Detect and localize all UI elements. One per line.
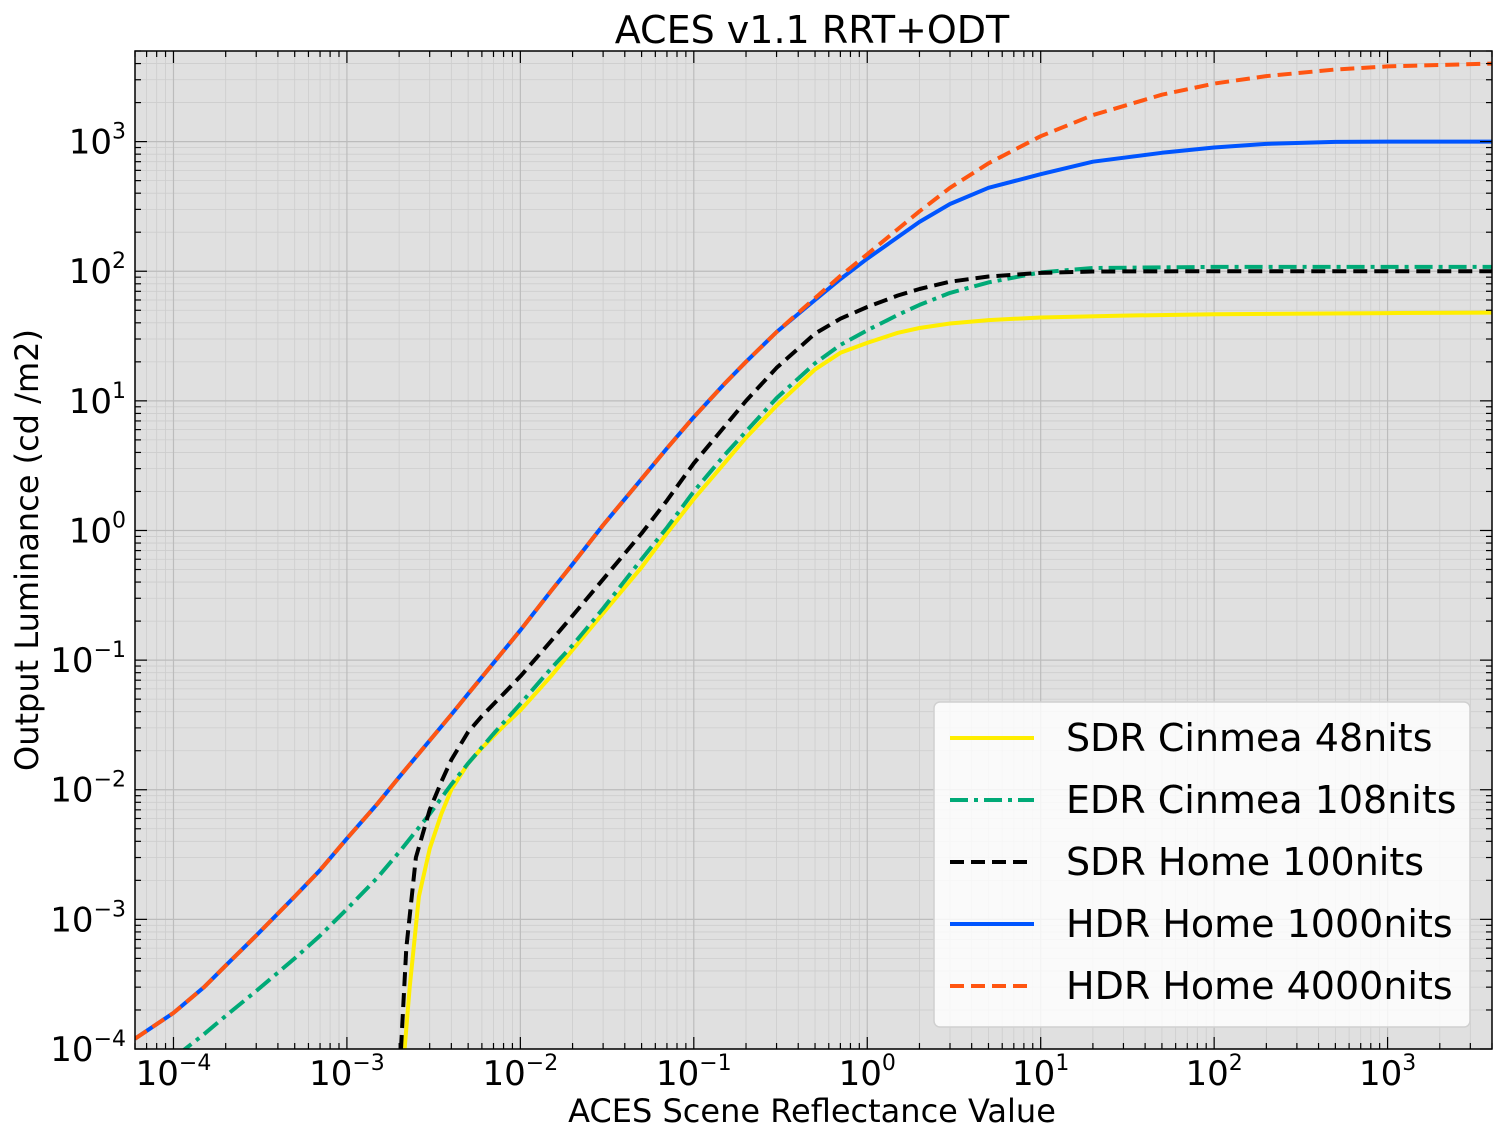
legend-label: SDR Cinmea 48nits <box>1066 716 1433 760</box>
chart-title: ACES v1.1 RRT+ODT <box>615 8 1010 52</box>
legend-label: HDR Home 1000nits <box>1066 902 1453 946</box>
legend-label: EDR Cinmea 108nits <box>1066 778 1457 822</box>
x-tick-label: 10−4 <box>136 1051 212 1094</box>
y-tick-label: 101 <box>69 379 126 422</box>
legend-box <box>933 701 1471 1028</box>
legend-label: SDR Home 100nits <box>1066 840 1424 884</box>
minor-grid <box>134 50 1493 1049</box>
x-tick-label: 101 <box>1012 1051 1069 1094</box>
x-tick-labels: 10−4 10−3 10−2 10−1 100 101 102 103 <box>136 1051 1417 1094</box>
y-tick-label: 103 <box>69 120 126 163</box>
series-layer <box>135 61 1492 1049</box>
x-tick-label: 102 <box>1186 1051 1243 1094</box>
series-line-3 <box>399 269 1492 1049</box>
x-axis-label: ACES Scene Reflectance Value <box>568 1092 1056 1130</box>
y-tick-label: 10−2 <box>50 768 126 811</box>
x-tick-label: 103 <box>1359 1051 1416 1094</box>
y-tick-label: 10−1 <box>50 638 126 681</box>
plot-frame <box>134 50 1493 1050</box>
legend-label: HDR Home 4000nits <box>1066 964 1453 1008</box>
series-line-5 <box>135 61 1492 1041</box>
x-tick-label: 10−3 <box>309 1051 385 1094</box>
x-tick-label: 10−2 <box>483 1051 559 1094</box>
series-line-2 <box>181 264 1492 1049</box>
series-line-1 <box>402 310 1492 1049</box>
y-tick-labels: 10−4 10−3 10−2 10−1 100 101 102 103 <box>50 120 126 1070</box>
y-tick-label: 10−4 <box>50 1027 126 1070</box>
y-axis-label: Output Luminance (cd /m2) <box>8 329 46 771</box>
y-tick-label: 10−3 <box>50 897 126 940</box>
x-tick-label: 10−1 <box>656 1051 732 1094</box>
y-tick-label: 102 <box>69 249 126 292</box>
y-tick-label: 100 <box>69 508 126 551</box>
legend: SDR Cinmea 48nits EDR Cinmea 108nits SDR H… <box>933 701 1471 1028</box>
x-tick-label: 100 <box>839 1051 896 1094</box>
